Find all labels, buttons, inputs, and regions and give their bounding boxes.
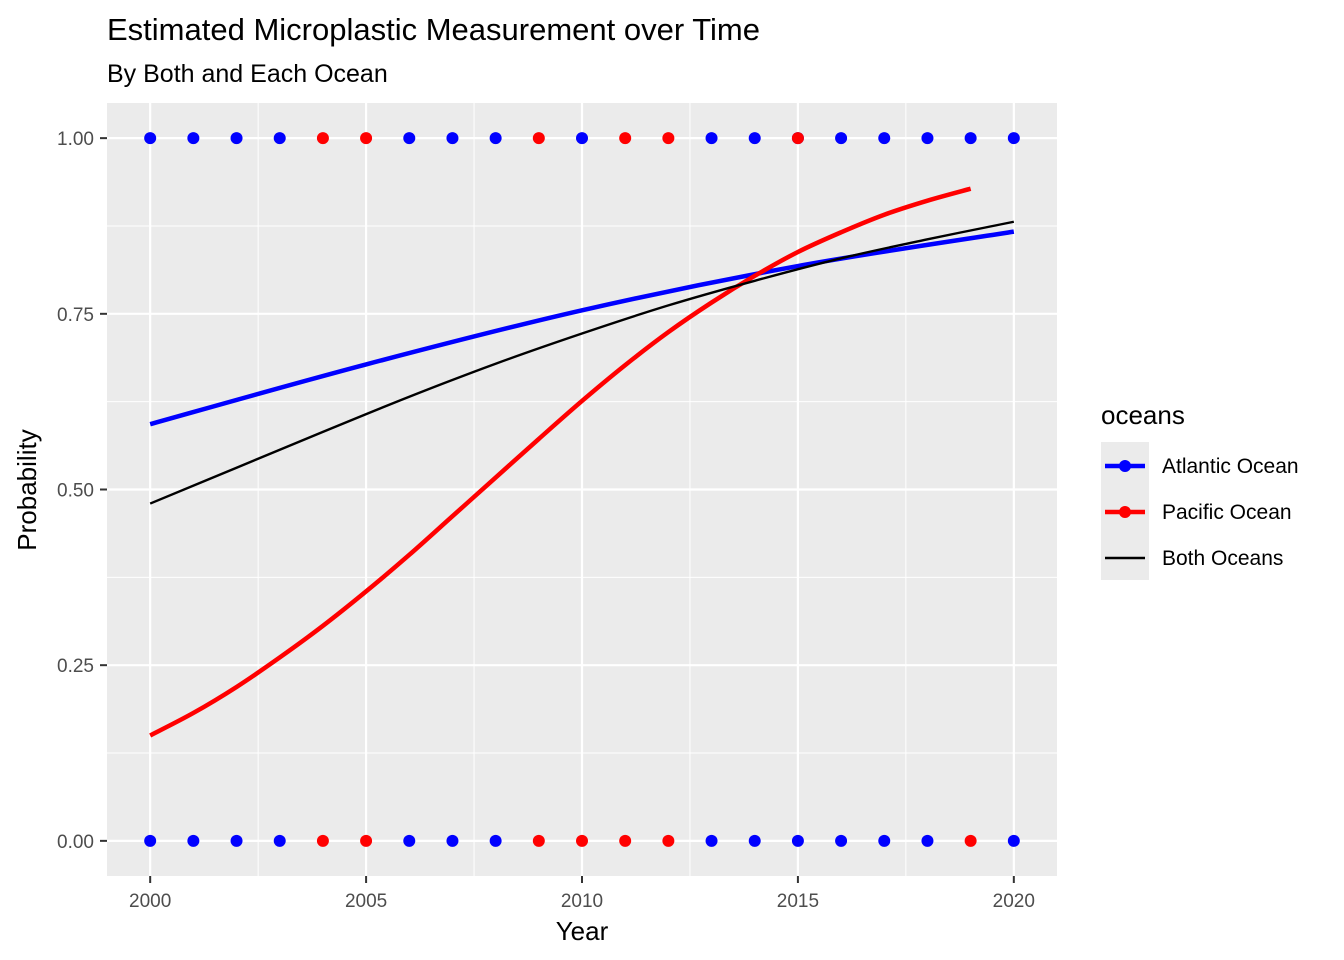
curve-both-oceans <box>149 220 1015 505</box>
y-axis-title: Probability <box>12 429 42 550</box>
point-pacific-ocean <box>576 834 588 847</box>
point-atlantic-ocean <box>748 834 761 847</box>
point-atlantic-ocean <box>273 834 286 847</box>
point-pacific-ocean <box>532 834 545 847</box>
x-tick-label: 2000 <box>129 891 171 912</box>
point-atlantic-ocean <box>576 132 588 145</box>
point-atlantic-ocean <box>1007 132 1020 145</box>
legend-label-both-oceans: Both Oceans <box>1162 547 1283 570</box>
chart-subtitle: By Both and Each Ocean <box>107 60 388 88</box>
chart-title: Estimated Microplastic Measurement over … <box>107 12 760 47</box>
point-atlantic-ocean <box>791 834 804 847</box>
point-atlantic-ocean <box>187 834 200 847</box>
point-atlantic-ocean <box>446 132 459 145</box>
point-atlantic-ocean <box>489 834 502 847</box>
point-atlantic-ocean <box>187 132 200 145</box>
point-pacific-ocean <box>360 834 373 847</box>
point-pacific-ocean <box>964 834 977 847</box>
point-pacific-ocean <box>316 834 329 847</box>
point-atlantic-ocean <box>921 132 934 145</box>
legend-point-atlantic-ocean <box>1119 460 1131 472</box>
point-atlantic-ocean <box>403 834 416 847</box>
curve-pacific-ocean <box>149 186 972 738</box>
point-atlantic-ocean <box>878 834 891 847</box>
y-tick-label: 0.75 <box>57 305 94 326</box>
y-tick-label: 0.50 <box>57 481 94 502</box>
data-points <box>144 132 1020 847</box>
x-tick-label: 2005 <box>345 891 387 912</box>
x-tick-label: 2020 <box>993 891 1035 912</box>
point-pacific-ocean <box>662 132 675 145</box>
point-atlantic-ocean <box>144 132 157 145</box>
point-atlantic-ocean <box>835 834 848 847</box>
point-atlantic-ocean <box>489 132 502 145</box>
point-pacific-ocean <box>619 834 632 847</box>
point-atlantic-ocean <box>835 132 848 145</box>
point-pacific-ocean <box>360 132 373 145</box>
legend-point-pacific-ocean <box>1119 506 1131 518</box>
point-pacific-ocean <box>619 132 632 145</box>
legend: oceans Atlantic Ocean Pacific Ocean Both O… <box>1101 400 1299 580</box>
x-tick-label: 2015 <box>777 891 819 912</box>
point-pacific-ocean <box>662 834 675 847</box>
fit-curves <box>149 186 1015 738</box>
point-atlantic-ocean <box>230 132 243 145</box>
point-pacific-ocean <box>791 132 804 145</box>
legend-label-pacific-ocean: Pacific Ocean <box>1162 501 1292 524</box>
point-pacific-ocean <box>532 132 545 145</box>
legend-title: oceans <box>1101 400 1185 430</box>
y-tick-label: 0.00 <box>57 832 94 853</box>
x-axis-title: Year <box>556 916 609 946</box>
point-atlantic-ocean <box>705 132 718 145</box>
point-atlantic-ocean <box>878 132 891 145</box>
point-atlantic-ocean <box>748 132 761 145</box>
point-atlantic-ocean <box>230 834 243 847</box>
y-tick-label: 1.00 <box>57 129 94 150</box>
point-atlantic-ocean <box>273 132 286 145</box>
point-atlantic-ocean <box>964 132 977 145</box>
curve-atlantic-ocean <box>149 229 1015 427</box>
tick-labels: 2000 2005 2010 2015 2020 0.00 0.25 0.50 0.75 1.00 <box>57 129 1035 912</box>
point-atlantic-ocean <box>1007 834 1020 847</box>
point-pacific-ocean <box>316 132 329 145</box>
point-atlantic-ocean <box>403 132 416 145</box>
axis-ticks <box>100 137 1015 883</box>
point-atlantic-ocean <box>446 834 459 847</box>
legend-label-atlantic-ocean: Atlantic Ocean <box>1162 455 1299 478</box>
point-atlantic-ocean <box>144 834 157 847</box>
x-tick-label: 2010 <box>561 891 603 912</box>
point-atlantic-ocean <box>705 834 718 847</box>
y-tick-label: 0.25 <box>57 656 94 677</box>
point-atlantic-ocean <box>921 834 934 847</box>
